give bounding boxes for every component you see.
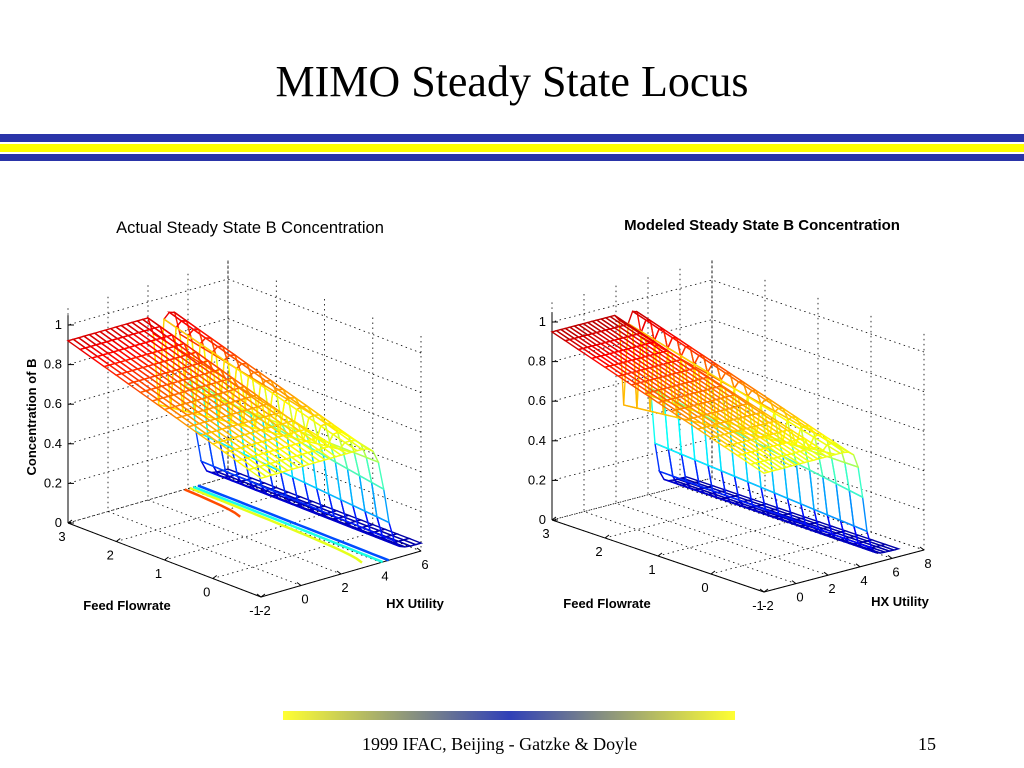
stripe-yellow [0,144,1024,152]
y-tick [823,571,829,576]
x-tick-label: 2 [107,548,114,563]
y-tick-label: 4 [860,573,867,588]
y-tick [256,593,262,598]
x-tick [260,593,266,598]
z-axis-label: Concentration of B [512,359,514,476]
x-axis-label: Feed Flowrate [83,598,170,613]
y-tick [416,547,422,552]
x-tick [164,556,169,561]
x-tick-label: 2 [595,544,602,559]
y-tick [791,580,797,585]
x-grid-line [604,278,766,539]
y-tick-label: -2 [259,603,271,618]
y-tick-label: 2 [341,580,348,595]
z-tick-label: 1 [55,317,62,332]
floor-contour [193,485,384,564]
floor-contour [197,484,390,562]
y-axis-label: HX Utility [871,594,930,609]
surface-mesh [550,310,901,554]
title-divider-stripes [0,134,1024,161]
y-tick-label: 6 [892,564,899,579]
z-tick-label: 0.2 [528,472,546,487]
x-tick [551,516,557,521]
z-tick-label: 0 [539,512,546,527]
y-axis-line [763,549,925,593]
y-tick [919,546,925,551]
x-tick-label: 3 [542,526,549,541]
z-tick-label: 0.2 [44,475,62,490]
stripe-blue-top [0,134,1024,142]
floor-contour [184,488,241,518]
y-tick-label: 6 [421,557,428,572]
y-tick [759,588,765,593]
x-tick-label: -1 [752,598,764,613]
page-number: 15 [918,734,936,754]
x-tick [67,519,73,524]
x-tick [710,570,716,575]
x-tick [763,588,769,593]
actual-surface-svg: 0 0.2 0.4 0.6 0.8 1 3 2 1 0 -1-2 0 2 4 6 Concentration … [24,259,445,618]
y-tick-label: 2 [828,581,835,596]
z-tick-label: 0.6 [528,393,546,408]
x-tick [657,552,663,557]
z-tick-label: 0.6 [44,396,62,411]
surface-cell [247,467,268,479]
footer-gradient-bar [283,711,735,720]
y-tick-label: 8 [924,556,931,571]
y-tick [336,570,342,575]
x-tick [212,575,218,579]
surface-cell [749,462,771,474]
y-tick [296,582,302,586]
actual-concentration-plot: Actual Steady State B Concentration 0 0.2… [0,205,500,625]
x-tick [115,538,121,542]
modeled-surface-svg: 0 0.2 0.4 0.6 0.8 1 3 2 1 0 -1-2 0 2 4 6 8 Concentration… [512,260,932,613]
y-tick [887,554,893,559]
z-tick-label: 0.8 [528,354,546,369]
y-tick-label: 0 [796,590,803,605]
z-axis-label: Concentration of B [24,359,39,476]
surface-mesh [66,310,424,548]
y-tick-label: -2 [762,598,774,613]
z-tick-label: 0.4 [44,436,62,451]
y-tick-label: 4 [381,569,388,584]
x-tick-label: 1 [648,562,655,577]
plot-title: Actual Steady State B Concentration [116,219,384,237]
x-tick-label: 3 [58,529,65,544]
z-tick-label: 0.4 [528,433,546,448]
slide-title: MIMO Steady State Locus [275,57,749,106]
y-axis-label: HX Utility [386,596,445,611]
stripe-blue-bottom [0,154,1024,161]
z-tick-label: 0.8 [44,357,62,372]
x-tick [604,534,610,539]
plot-title: Modeled Steady State B Concentration [624,217,900,234]
x-tick-label: 0 [203,585,210,600]
x-tick-label: -1 [249,603,261,618]
x-grid-line [657,296,819,557]
x-axis-label: Feed Flowrate [563,596,650,611]
x-tick-label: 0 [701,580,708,595]
y-tick [855,563,861,568]
floor-contour [189,486,363,564]
z-tick-label: 1 [539,314,546,329]
z-tick-label: 0 [55,515,62,530]
x-tick-label: 1 [155,566,162,581]
y-tick-label: 0 [301,592,308,607]
footer-text: 1999 IFAC, Beijing - Gatzke & Doyle [362,734,638,754]
modeled-concentration-plot: Modeled Steady State B Concentration 0 0.… [512,205,1012,625]
